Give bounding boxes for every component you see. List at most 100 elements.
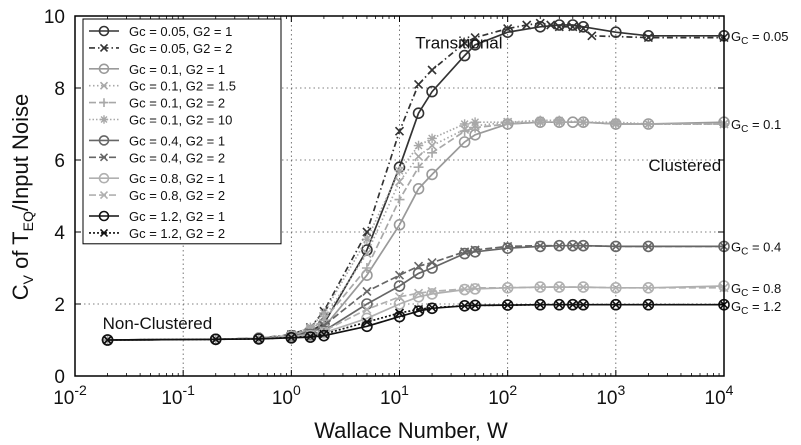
legend-entry: Gc = 0.8, G2 = 2 [89,188,225,203]
data-point-marker [361,244,373,256]
data-point-marker [319,308,329,318]
data-point-marker [427,133,437,144]
data-point-marker [427,141,437,151]
data-point-marker [611,241,621,251]
data-point-marker [413,79,424,89]
data-point-marker [568,22,578,32]
data-point-marker [611,283,621,293]
data-point-marker [470,245,480,255]
data-point-marker [427,258,437,268]
data-point-marker [535,115,546,126]
data-point-marker [98,63,110,75]
data-point-marker [393,280,406,292]
data-point-marker [503,24,513,34]
data-point-marker [362,304,372,314]
data-point-marker [412,267,425,280]
end-label-sub: C [741,246,748,257]
y-tick-label: 10 [44,7,65,28]
end-label-main: G [731,239,741,254]
data-point-marker [361,263,372,273]
y-axis-label-end: /Input Noise [8,94,33,211]
region-label: Non-Clustered [103,314,213,333]
data-point-marker [469,38,481,51]
data-point-marker [102,335,113,345]
end-label-sub: C [741,288,748,299]
y-axis-label-sub2: EQ [20,211,36,231]
y-tick-label: 6 [54,151,65,172]
x-tick-label: 100 [272,382,301,409]
data-point-marker [643,119,654,129]
data-point-marker [470,300,480,311]
data-point-marker [393,298,406,310]
data-point-marker [254,334,264,344]
data-point-marker [535,282,545,292]
legend-box [82,18,282,245]
end-label-rest: = 0.05 [748,29,788,44]
data-point-marker [459,119,470,129]
end-label-rest: = 1.2 [748,299,781,314]
legend-entry: Gc = 0.8, G2 = 1 [89,171,225,186]
data-point-marker [460,284,470,294]
end-label-sub: C [741,306,748,317]
legend-entry: Gc = 1.2, G2 = 1 [89,209,225,224]
legend-label: Gc = 0.4, G2 = 2 [129,150,225,165]
data-point-marker [413,162,424,173]
end-label-main: G [731,281,741,296]
region-label: Transitional [415,33,502,52]
legend-entry: Gc = 0.1, G2 = 2 [89,96,225,111]
y-tick-label: 4 [54,223,65,244]
data-point-marker [394,126,405,136]
data-point-marker [98,210,110,222]
series-layer [101,18,730,346]
legend-entry: Gc = 0.1, G2 = 1.5 [89,79,236,94]
data-point-marker [578,117,589,127]
data-point-marker [211,334,221,344]
data-point-marker [362,234,372,244]
end-label-sub: C [741,124,748,135]
data-point-marker [587,31,597,41]
end-label: GC = 0.1 [731,117,781,135]
legend-label: Gc = 0.1, G2 = 2 [129,96,225,111]
y-tick-label: 0 [54,367,65,388]
legend-entry: Gc = 0.05, G2 = 1 [89,24,232,39]
data-point-marker [98,25,110,37]
data-point-marker [611,300,621,310]
data-point-marker [427,65,437,75]
legend-label: Gc = 0.1, G2 = 1.5 [129,79,236,94]
data-point-marker [522,20,532,30]
data-point-marker [611,117,621,127]
legend-label: Gc = 0.8, G2 = 1 [129,171,225,186]
data-point-marker [393,310,406,323]
data-point-marker [286,332,296,343]
data-point-marker [578,282,588,292]
data-point-marker [643,33,653,43]
data-point-marker [503,283,513,293]
data-point-marker [460,247,470,257]
legend-entry: Gc = 0.4, G2 = 2 [89,150,225,165]
data-point-marker [426,168,438,181]
y-axis-label-mid: of T [8,231,33,275]
y-tick-label: 8 [54,79,65,100]
data-point-marker [412,290,425,303]
x-tick-label-exp: 4 [726,382,734,398]
end-label-main: G [731,117,741,132]
data-point-marker [394,166,405,176]
legend-label: Gc = 0.05, G2 = 2 [129,41,232,56]
data-point-marker [413,304,424,314]
end-label: GC = 1.2 [731,299,781,317]
data-point-marker [362,227,372,237]
x-tick-label: 102 [488,382,517,409]
data-point-marker [394,292,405,302]
data-point-marker [643,300,653,310]
x-tick-label-base: 10 [380,388,401,409]
axis-ticks [74,15,725,377]
y-axis-label: CV of TEQ/Input Noise [8,94,36,301]
legend-label: Gc = 0.05, G2 = 1 [129,24,232,39]
data-point-marker [460,38,470,48]
data-point-marker [413,140,424,151]
data-point-marker [502,117,513,127]
data-point-marker [305,322,316,333]
data-point-marker [393,219,406,231]
x-tick-label-base: 10 [596,388,617,409]
